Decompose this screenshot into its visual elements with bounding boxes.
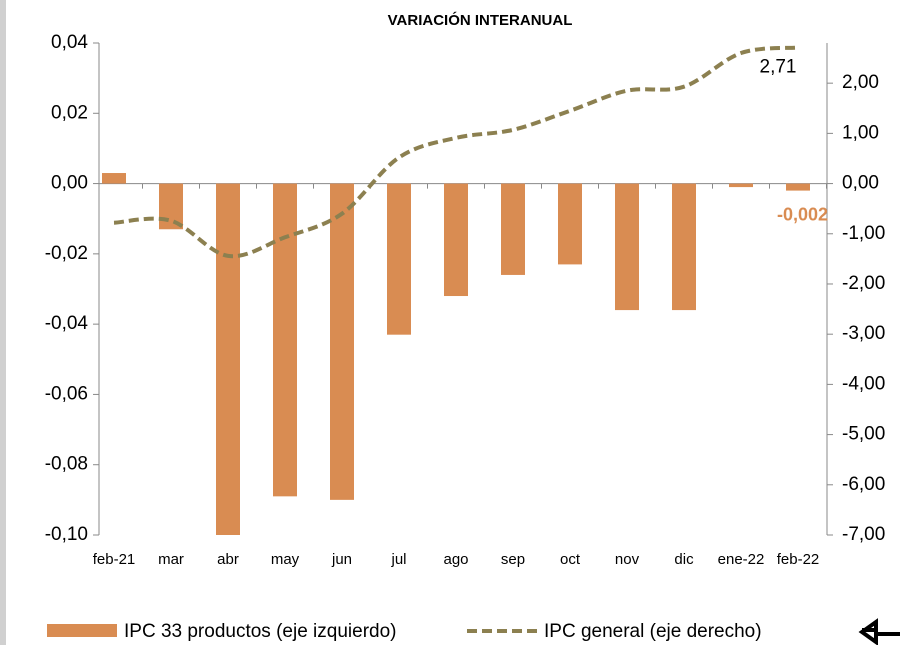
y-tick-label: -0,02 [45,243,88,264]
y-tick-label: -0,10 [45,524,88,545]
x-tick-label: nov [615,551,640,568]
x-tick-label: sep [501,551,525,568]
y-tick-label: -0,06 [45,383,88,404]
x-tick-label: jul [390,551,406,568]
bar [672,183,696,311]
bar [501,183,525,275]
legend-swatch [47,624,117,637]
y-tick-label: -0,08 [45,454,88,475]
y2-tick-label: -6,00 [842,474,885,495]
data-label: -0,002 [777,204,828,224]
x-tick-label: dic [674,551,694,568]
x-tick-label: ene-22 [718,551,765,568]
bar [444,183,468,297]
line [113,45,799,259]
bar [102,173,126,184]
back-arrow-icon[interactable] [858,618,900,645]
bar [729,183,753,188]
y2-tick-label: -4,00 [842,373,885,394]
x-tick-label: oct [560,551,581,568]
y2-tick-label: -7,00 [842,524,885,545]
data-label: 2,71 [760,57,797,78]
y2-tick-label: -3,00 [842,323,885,344]
y-tick-label: 0,04 [51,32,88,53]
y2-tick-label: 0,00 [842,173,879,194]
x-tick-label: jun [331,551,352,568]
y-tick-label: -0,04 [45,313,89,334]
side-edge [0,0,6,645]
bar [786,183,810,191]
y-tick-label: 0,00 [51,173,88,194]
bar [615,183,639,311]
x-tick-label: mar [158,551,184,568]
bar [159,183,183,230]
y2-tick-label: -1,00 [842,223,885,244]
bar [558,183,582,265]
x-tick-label: feb-21 [93,551,136,568]
y2-tick-label: 1,00 [842,122,879,143]
y2-tick-label: -5,00 [842,424,885,445]
legend-label: IPC 33 productos (eje izquierdo) [124,621,396,642]
x-tick-label: abr [217,551,239,568]
legend-label: IPC general (eje derecho) [544,621,762,642]
x-tick-label: feb-22 [777,551,820,568]
y2-tick-label: -2,00 [842,273,885,294]
bar [387,183,411,335]
x-tick-label: may [271,551,300,568]
bar [273,183,297,497]
bar [330,183,354,500]
bar [216,183,240,536]
chart-title: VARIACIÓN INTERANUAL [388,11,573,29]
x-tick-label: ago [443,551,468,568]
y-tick-label: 0,02 [51,102,88,123]
y2-tick-label: 2,00 [842,72,879,93]
